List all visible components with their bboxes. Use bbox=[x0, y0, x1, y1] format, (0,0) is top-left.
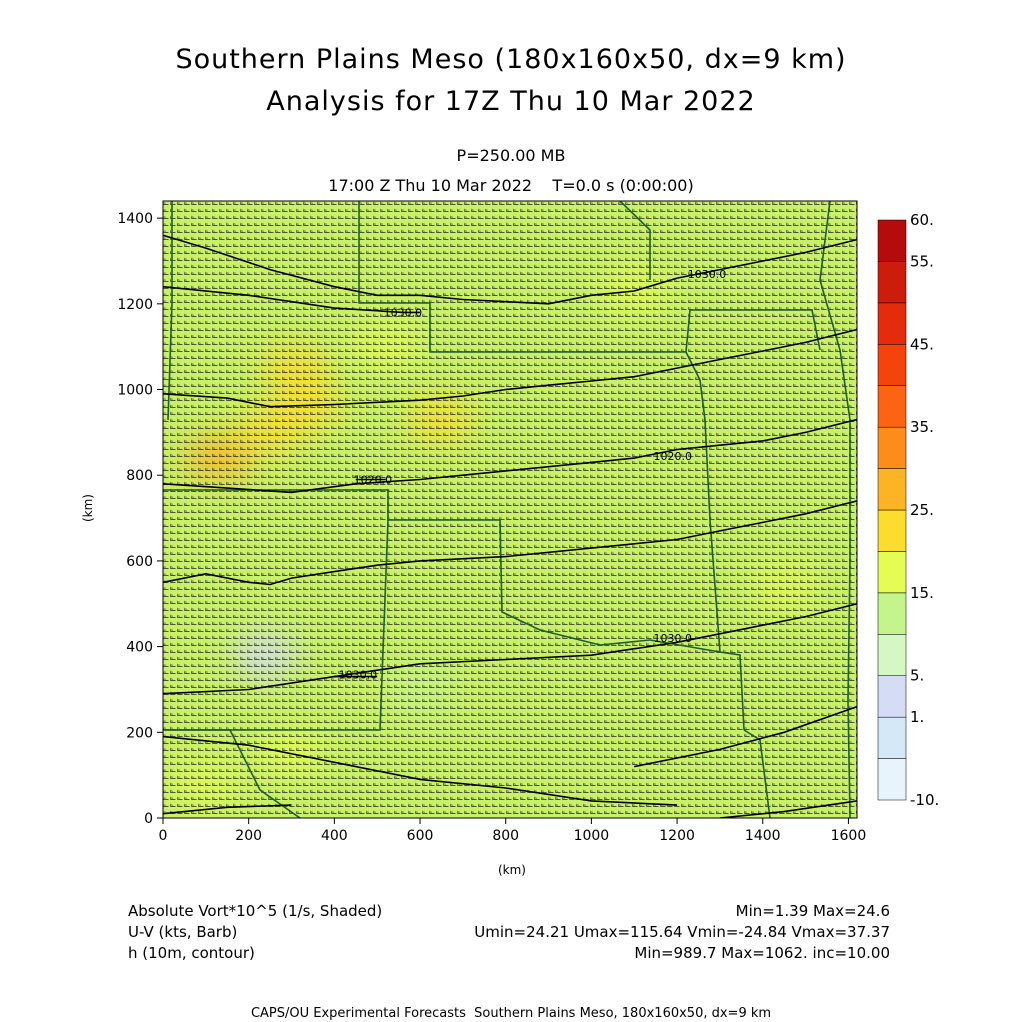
kansas-oklahoma-border bbox=[163, 489, 500, 521]
colorbar-swatch-13 bbox=[877, 219, 907, 262]
y-tick-label: 800 bbox=[126, 468, 153, 484]
height-contour-10 bbox=[163, 804, 292, 815]
colorbar-label: 5. bbox=[910, 667, 924, 685]
iowa-border bbox=[619, 201, 651, 280]
y-tick-label: 1200 bbox=[117, 297, 153, 313]
wind-range: Umin=24.21 Umax=115.64 Vmin=-24.84 Vmax=… bbox=[474, 923, 890, 941]
y-tick-label: 0 bbox=[144, 811, 153, 827]
colorbar-swatch-5 bbox=[877, 551, 907, 594]
height-contour-2 bbox=[163, 328, 857, 408]
x-tick-label: 1000 bbox=[574, 828, 610, 844]
arkansas-border bbox=[685, 351, 745, 731]
wind-barbs-field bbox=[163, 201, 857, 818]
vorticity-legend: Absolute Vort*10^5 (1/s, Shaded) bbox=[128, 902, 383, 920]
credit-line: CAPS/OU Experimental Forecasts Southern … bbox=[250, 1006, 772, 1021]
colorbar-label: 25. bbox=[910, 501, 934, 519]
y-tick-label: 1400 bbox=[117, 211, 153, 227]
colorbar-swatch-7 bbox=[877, 468, 907, 511]
x-tick-label: 400 bbox=[321, 828, 348, 844]
x-tick-label: 200 bbox=[235, 828, 262, 844]
height-contour-0 bbox=[163, 234, 857, 305]
mexico-border bbox=[163, 729, 301, 818]
chart-title-line2: Analysis for 17Z Thu 10 Mar 2022 bbox=[266, 86, 756, 117]
height-contour-6 bbox=[163, 603, 857, 695]
height-legend: h (10m, contour) bbox=[128, 944, 255, 962]
colorbar-swatch-0 bbox=[877, 758, 907, 801]
colorbar-swatch-4 bbox=[877, 592, 907, 635]
oklahoma-texas-border bbox=[499, 519, 721, 653]
x-tick-label: 600 bbox=[407, 828, 434, 844]
louisiana-border bbox=[743, 729, 771, 818]
nebraska-kansas-border bbox=[429, 303, 686, 353]
colorbar-swatch-10 bbox=[877, 344, 907, 386]
height-contour-9 bbox=[634, 705, 857, 768]
colorbar-label: 1. bbox=[910, 708, 924, 726]
colorbar-swatch-8 bbox=[877, 426, 907, 469]
height-contour-8 bbox=[163, 735, 678, 806]
colorbar-label: 45. bbox=[910, 335, 934, 353]
colorbar-swatch-3 bbox=[877, 634, 907, 676]
colorbar-label: 35. bbox=[910, 418, 934, 436]
chart-title-line1: Southern Plains Meso (180x160x50, dx=9 k… bbox=[175, 44, 847, 75]
colorbar-label: 15. bbox=[910, 584, 934, 602]
plot-area bbox=[163, 201, 857, 818]
vorticity-range: Min=1.39 Max=24.6 bbox=[735, 902, 890, 920]
contour-label-4: 1020.0 bbox=[354, 474, 393, 487]
y-tick-label: 200 bbox=[126, 725, 153, 741]
vorticity-map-chart: 1030.0 1030.0 1020.0 1020.0 1030.0 1030.0 0 20… bbox=[81, 200, 939, 877]
contour-label-3: 1020.0 bbox=[654, 450, 693, 463]
wind-legend: U-V (kts, Barb) bbox=[128, 923, 238, 941]
axes: 0 200 400 600 800 1000 1200 1400 1600 0 200 400 600 8… bbox=[117, 211, 866, 844]
contour-labels: 1030.0 1030.0 1020.0 1020.0 1030.0 1030.0 bbox=[339, 268, 727, 682]
new-mexico-texas-border bbox=[163, 519, 389, 731]
y-tick-label: 600 bbox=[126, 554, 153, 570]
y-tick-label: 1000 bbox=[117, 383, 153, 399]
plot-frame bbox=[162, 200, 858, 819]
contour-label-7: 1030.0 bbox=[339, 668, 378, 681]
colorbar-swatch-1 bbox=[877, 716, 907, 759]
colorbar-label: 55. bbox=[910, 252, 934, 270]
colorado-kansas-border bbox=[358, 201, 430, 304]
colorbar: 60. 55. 45. 35. 25. 15. 5. 1. -10. bbox=[877, 211, 939, 809]
missouri-border bbox=[685, 309, 821, 353]
height-contour-11 bbox=[719, 800, 857, 818]
contour-label-1: 1030.0 bbox=[384, 306, 423, 319]
colorbar-swatch-6 bbox=[877, 509, 907, 552]
height-contour-5 bbox=[163, 500, 857, 586]
x-tick-label: 800 bbox=[492, 828, 519, 844]
x-tick-label: 1600 bbox=[831, 828, 867, 844]
mississippi-river bbox=[819, 201, 851, 818]
colorbar-swatch-12 bbox=[877, 261, 907, 304]
height-contour-1 bbox=[163, 285, 420, 314]
contour-label-6: 1030.0 bbox=[654, 632, 693, 645]
colorbar-label: 60. bbox=[910, 211, 934, 229]
height-range: Min=989.7 Max=1062. inc=10.00 bbox=[634, 944, 890, 962]
western-border bbox=[167, 201, 173, 421]
height-contours bbox=[163, 234, 857, 818]
y-tick-label: 400 bbox=[126, 640, 153, 656]
x-tick-label: 1200 bbox=[659, 828, 695, 844]
valid-time-label: 17:00 Z Thu 10 Mar 2022 T=0.0 s (0:00:00… bbox=[328, 176, 694, 195]
colorbar-swatch-9 bbox=[877, 385, 907, 428]
x-tick-label: 1400 bbox=[745, 828, 781, 844]
colorbar-label: -10. bbox=[910, 791, 939, 809]
x-tick-label: 0 bbox=[159, 828, 168, 844]
pressure-level-label: P=250.00 MB bbox=[456, 146, 566, 165]
x-axis-label: (km) bbox=[498, 863, 526, 877]
y-axis-label: (km) bbox=[81, 494, 95, 522]
colorbar-swatch-2 bbox=[877, 675, 907, 718]
colorbar-swatch-11 bbox=[877, 302, 907, 345]
state-borders bbox=[163, 201, 851, 818]
height-contour-3 bbox=[163, 418, 857, 494]
contour-label-0: 1030.0 bbox=[688, 268, 727, 281]
